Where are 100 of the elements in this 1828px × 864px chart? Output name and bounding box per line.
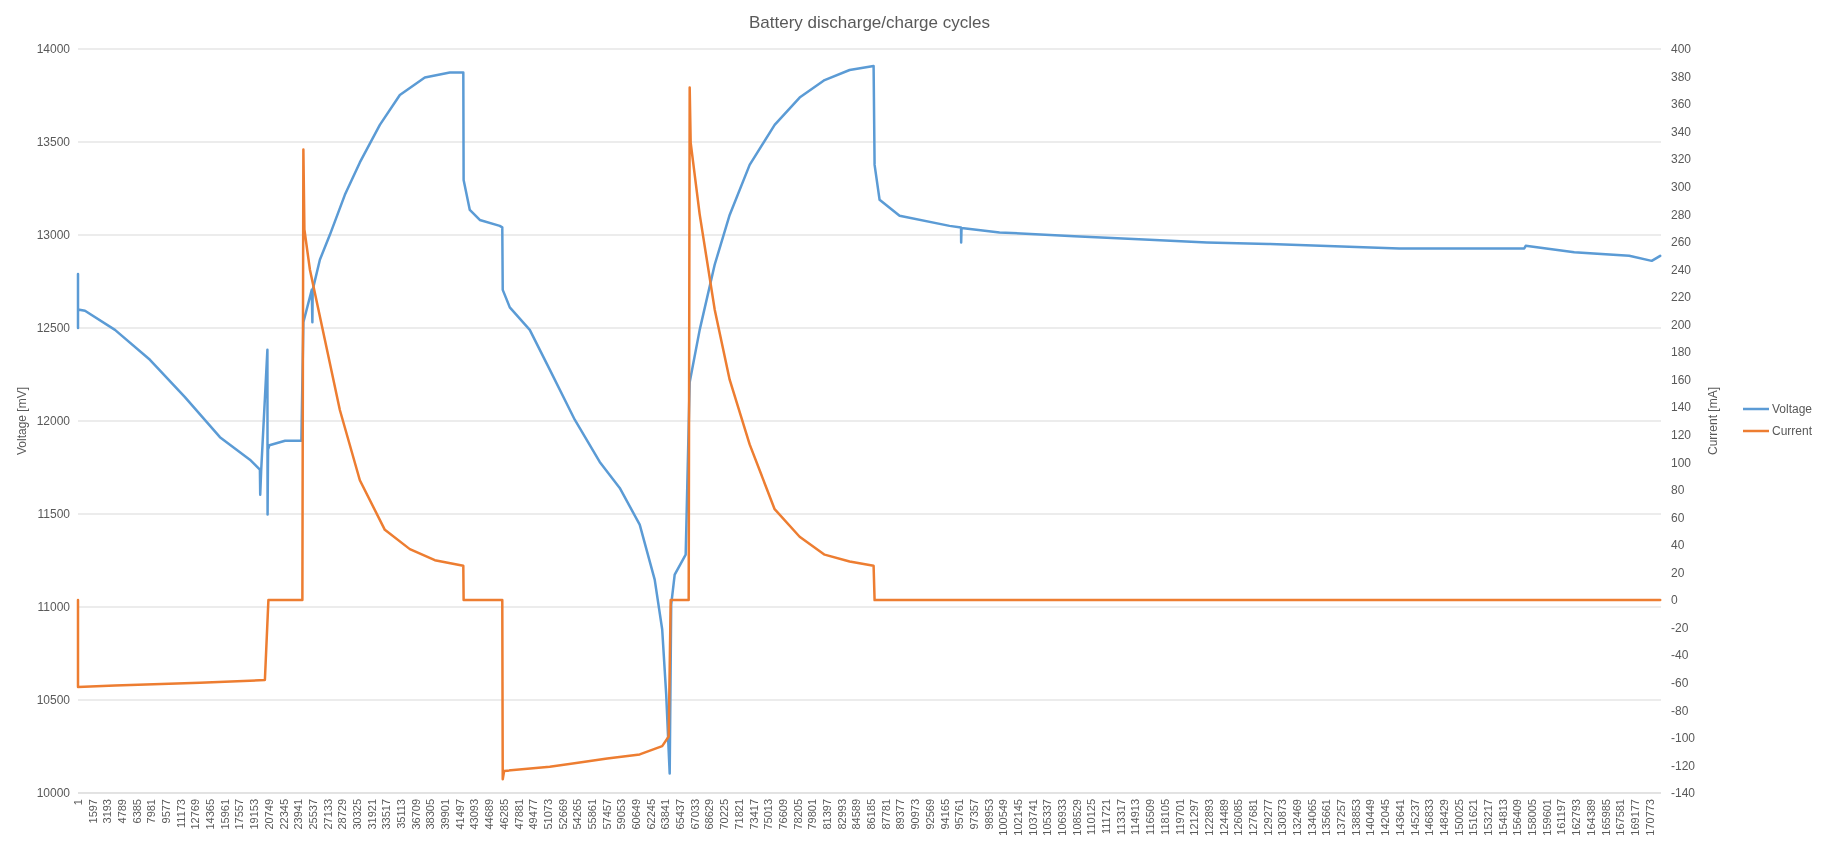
y-tick-label: 13000 <box>36 228 71 243</box>
x-tick-label: 130873 <box>1276 799 1289 836</box>
x-tick-label: 33517 <box>380 799 393 830</box>
x-tick-label: 67033 <box>688 799 701 830</box>
chart-title: Battery discharge/charge cycles <box>749 13 990 32</box>
x-tick-label: 122893 <box>1202 799 1215 836</box>
x-tick-label: 156409 <box>1511 799 1524 836</box>
x-tick-label: 90973 <box>909 799 922 830</box>
y2-axis-title: Current [mA] <box>1706 386 1721 456</box>
x-tick-label: 63841 <box>659 799 672 830</box>
x-tick-label: 17557 <box>233 799 246 830</box>
x-tick-label: 51073 <box>541 799 554 830</box>
x-tick-label: 87781 <box>879 799 892 830</box>
x-tick-label: 159601 <box>1540 799 1553 836</box>
x-tick-label: 36709 <box>409 799 422 830</box>
y-tick-label: 14000 <box>36 42 71 57</box>
x-tick-label: 110125 <box>1085 799 1098 835</box>
x-tick-label: 30325 <box>350 799 363 830</box>
x-tick-label: 12769 <box>189 799 202 830</box>
x-tick-label: 84589 <box>850 799 863 830</box>
y2-tick-label: 300 <box>1671 179 1692 194</box>
x-tick-label: 119701 <box>1173 799 1186 835</box>
y2-tick-label: 0 <box>1671 593 1678 608</box>
y2-tick-label: 360 <box>1671 97 1692 112</box>
x-tick-label: 62245 <box>644 799 657 830</box>
x-tick-label: 150025 <box>1452 799 1465 836</box>
x-tick-label: 97357 <box>967 799 980 830</box>
x-tick-label: 153217 <box>1481 799 1494 836</box>
y2-tick-label: 40 <box>1671 538 1685 553</box>
y2-tick-label: 60 <box>1671 510 1685 525</box>
x-tick-label: 79801 <box>806 799 819 830</box>
x-tick-label: 94165 <box>938 799 951 830</box>
x-tick-label: 59053 <box>615 799 628 830</box>
x-tick-label: 134065 <box>1305 799 1318 836</box>
x-tick-label: 113317 <box>1114 799 1127 835</box>
x-tick-label: 127681 <box>1246 799 1259 836</box>
x-tick-label: 140449 <box>1364 799 1377 836</box>
y-axis-title: Voltage [mV] <box>15 386 29 456</box>
x-tick-label: 75013 <box>762 799 775 830</box>
x-tick-label: 89377 <box>894 799 907 830</box>
x-tick-label: 105337 <box>1041 799 1054 836</box>
x-tick-label: 116509 <box>1144 799 1157 835</box>
x-tick-label: 111721 <box>1100 799 1113 835</box>
x-tick-label: 118105 <box>1158 799 1171 835</box>
x-tick-label: 142045 <box>1379 799 1392 836</box>
y2-tick-label: 400 <box>1671 42 1692 57</box>
x-tick-label: 38305 <box>424 799 437 830</box>
x-tick-label: 100549 <box>997 799 1010 836</box>
x-tick-label: 15961 <box>218 799 231 830</box>
x-tick-label: 167581 <box>1614 799 1627 836</box>
x-tick-label: 3193 <box>101 799 114 824</box>
x-tick-label: 55861 <box>585 799 598 830</box>
y2-tick-label: 160 <box>1671 372 1692 387</box>
x-tick-label: 60649 <box>630 799 643 830</box>
y2-tick-label: -100 <box>1671 731 1696 746</box>
x-tick-label: 31921 <box>365 799 378 830</box>
x-tick-label: 169177 <box>1628 799 1641 836</box>
y2-tick-label: 320 <box>1671 152 1692 167</box>
x-tick-label: 6385 <box>130 799 143 824</box>
x-tick-label: 165985 <box>1599 799 1612 836</box>
x-tick-label: 25537 <box>306 799 319 830</box>
y-tick-label: 10000 <box>36 786 71 801</box>
x-tick-label: 170773 <box>1643 799 1656 836</box>
y2-tick-label: -20 <box>1671 620 1689 635</box>
x-tick-label: 73417 <box>747 799 760 830</box>
legend-label: Current <box>1772 424 1813 439</box>
y2-tick-label: -40 <box>1671 648 1689 663</box>
x-tick-label: 44689 <box>483 799 496 830</box>
x-tick-label: 124489 <box>1217 799 1230 836</box>
y-tick-label: 13500 <box>36 135 71 150</box>
x-tick-label: 138853 <box>1349 799 1362 836</box>
y2-tick-label: 220 <box>1671 290 1692 305</box>
y2-tick-label: 240 <box>1671 262 1692 277</box>
y-tick-label: 10500 <box>36 693 71 708</box>
x-tick-label: 106933 <box>1056 799 1068 836</box>
x-tick-label: 70225 <box>718 799 731 830</box>
x-tick-label: 108529 <box>1070 799 1083 836</box>
x-tick-label: 14365 <box>204 799 217 830</box>
legend-label: Voltage <box>1772 402 1813 417</box>
y2-tick-label: 20 <box>1671 565 1685 580</box>
x-tick-label: 47881 <box>512 799 525 830</box>
y-tick-label: 12500 <box>36 321 71 336</box>
x-tick-label: 92569 <box>923 799 936 830</box>
x-tick-label: 19153 <box>248 799 261 830</box>
y2-tick-label: -60 <box>1671 675 1689 690</box>
y2-tick-label: 280 <box>1671 207 1692 222</box>
x-tick-label: 86185 <box>865 799 878 830</box>
x-tick-label: 135661 <box>1320 799 1333 836</box>
x-tick-label: 52669 <box>556 799 569 830</box>
y2-tick-label: 340 <box>1671 124 1692 139</box>
y2-tick-label: 180 <box>1671 345 1692 360</box>
x-tick-label: 39901 <box>439 799 452 830</box>
y2-tick-label: 200 <box>1671 317 1692 332</box>
x-tick-label: 68629 <box>703 799 716 830</box>
x-tick-label: 71821 <box>732 799 745 830</box>
y-tick-label: 12000 <box>36 414 71 429</box>
x-tick-label: 143641 <box>1393 799 1406 836</box>
x-tick-label: 146833 <box>1423 799 1436 836</box>
y2-tick-label: 380 <box>1671 69 1692 84</box>
x-tick-label: 28729 <box>336 799 349 830</box>
